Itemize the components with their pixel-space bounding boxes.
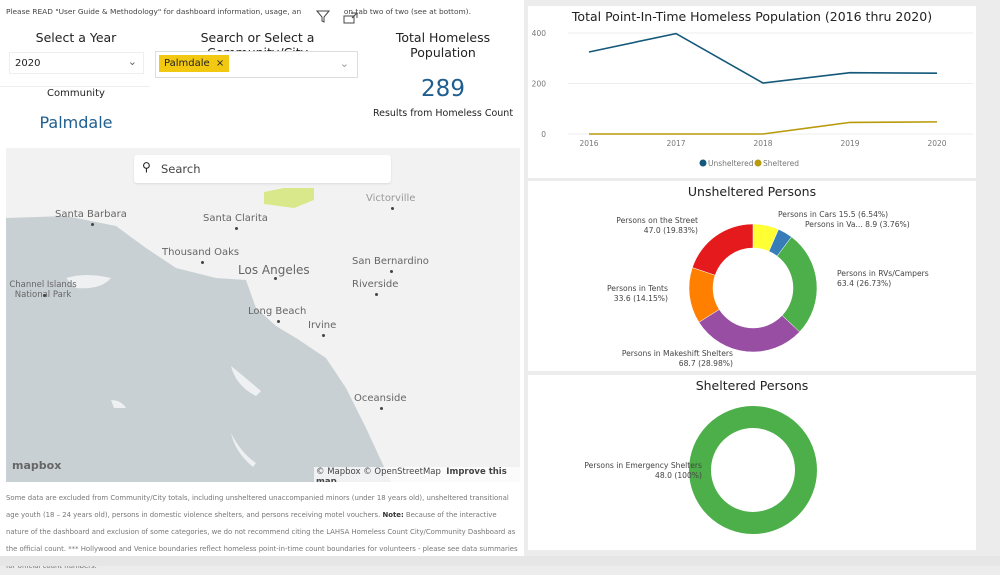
search-placeholder: Search [161, 162, 201, 176]
sheltered-donut [689, 406, 817, 534]
slice-label-vans: Persons in Va... 8.9 (3.76%) [805, 220, 910, 229]
slice-label-makeshift: Persons in Makeshift Shelters 68.7 (28.98… [621, 349, 733, 368]
close-icon[interactable]: × [215, 58, 225, 69]
y-tick-label: 400 [532, 29, 547, 38]
year-dropdown[interactable]: 2020 ⌄ [9, 52, 144, 74]
map-label: Santa Barbara [55, 209, 127, 226]
x-tick-label: 2016 [579, 139, 598, 148]
search-icon: ⚲ [142, 160, 151, 174]
total-caption: Results from Homeless Count [372, 108, 514, 119]
x-tick-label: 2019 [840, 139, 859, 148]
donut-slice [692, 223, 754, 276]
selected-community-chip[interactable]: Palmdale × [159, 55, 230, 72]
year-value: 2020 [15, 58, 41, 69]
map-label: Channel Islands National Park [7, 280, 79, 300]
community-value: Palmdale [39, 113, 113, 132]
slice-label-cars: Persons in Cars 15.5 (6.54%) [778, 210, 889, 219]
map-label: Long Beach [248, 306, 307, 323]
donut-slice [689, 406, 817, 534]
unsheltered-panel: Unsheltered Persons Persons in Cars 15.5… [528, 181, 976, 371]
community-label: Community [47, 88, 105, 99]
slice-label-emergency: Persons in Emergency Shelters 48.0 (100%) [584, 461, 702, 480]
slice-label-rvs: Persons in RVs/Campers 63.4 (26.73%) [837, 269, 929, 288]
unsheltered-donut [688, 223, 818, 353]
x-tick-label: 2017 [666, 139, 685, 148]
series-line-sheltered [589, 121, 938, 135]
chart-title: Total Point-In-Time Homeless Population … [571, 9, 933, 24]
map-label: Oceanside [354, 393, 407, 410]
slice-label-street: Persons on the Street 47.0 (19.83%) [616, 216, 698, 235]
sheltered-panel: Sheltered Persons Persons in Emergency S… [528, 375, 976, 550]
x-tick-label: 2020 [927, 139, 946, 148]
chart-title: Sheltered Persons [695, 378, 809, 393]
map-label: San Bernardino [352, 256, 429, 273]
legend-marker [754, 159, 762, 167]
improve-map-link[interactable]: Improve this map [316, 467, 507, 482]
map-label: Victorville [366, 193, 416, 210]
total-value: 289 [421, 76, 465, 102]
year-label: Select a Year [35, 30, 117, 45]
legend-label: Unsheltered [708, 159, 754, 168]
map-label: Riverside [352, 279, 399, 296]
chip-label: Palmdale [164, 58, 210, 69]
map[interactable]: ⚲ Search Santa Barbara Santa Clarita Vic… [6, 148, 520, 482]
line-chart-panel: Total Point-In-Time Homeless Population … [528, 6, 976, 178]
map-label: Thousand Oaks [162, 247, 240, 264]
filter-icon[interactable] [316, 9, 330, 23]
legend-marker [699, 159, 707, 167]
legend-label: Sheltered [763, 159, 799, 168]
slice-label-tents: Persons in Tents 33.6 (14.15%) [607, 284, 668, 303]
total-label: Total Homeless Population [395, 30, 491, 60]
series-line-unsheltered [588, 32, 938, 84]
chart-title: Unsheltered Persons [687, 184, 817, 199]
x-tick-label: 2018 [753, 139, 772, 148]
focus-mode-icon[interactable] [343, 12, 358, 24]
chevron-down-icon: ⌄ [339, 57, 349, 70]
notice-text: Please READ "User Guide & Methodology" f… [6, 7, 471, 16]
map-label: Los Angeles [238, 263, 310, 280]
y-tick-label: 200 [532, 80, 547, 89]
left-panel: Please READ "User Guide & Methodology" f… [0, 0, 524, 570]
mapbox-logo[interactable]: mapbox [12, 459, 62, 472]
community-dropdown[interactable]: Palmdale × ⌄ [155, 51, 358, 78]
map-label: Irvine [308, 320, 337, 337]
y-tick-label: 0 [541, 130, 546, 139]
map-search-input[interactable]: ⚲ Search [134, 155, 391, 183]
chevron-down-icon: ⌄ [127, 55, 137, 68]
map-attribution[interactable]: © Mapbox © OpenStreetMap Improve this ma… [314, 467, 520, 482]
map-label: Santa Clarita [203, 213, 268, 230]
map-background [6, 188, 391, 482]
line-chart: 0 200 400 2016 2017 2018 2019 2020 Unsheltered Sh… [532, 29, 973, 168]
